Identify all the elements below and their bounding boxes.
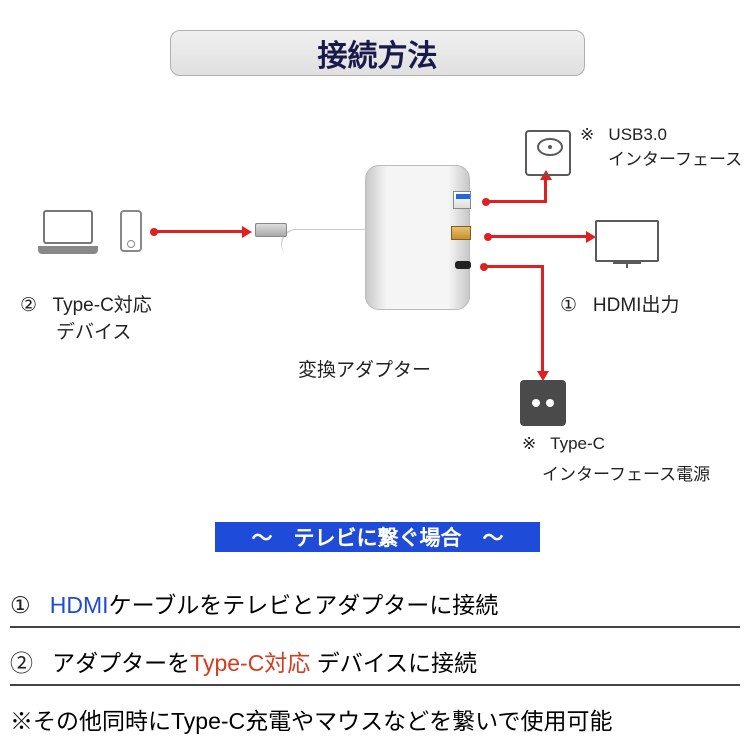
phone-icon: [120, 210, 142, 252]
power-label: ※ Type-C インターフェース電源: [522, 434, 710, 485]
adapter-plug: [255, 223, 287, 237]
label-line1: Type-C対応: [53, 295, 152, 316]
title-banner: 接続方法: [170, 30, 585, 76]
typec-port: [455, 261, 471, 269]
hdd-icon: [525, 130, 571, 176]
adapter-label: 変換アダプター: [298, 355, 431, 382]
adapter-cable: [282, 230, 372, 260]
power-icon: [520, 380, 566, 426]
label-mark: ※: [580, 125, 594, 144]
laptop-icon: [38, 210, 98, 258]
step-1: ① HDMIケーブルをテレビとアダプターに接続: [10, 580, 740, 628]
steps-list: ① HDMIケーブルをテレビとアダプターに接続 ② アダプターをType-C対応…: [10, 580, 740, 752]
step-text: アダプターを: [52, 650, 190, 676]
label-line1: Type-C: [550, 434, 605, 453]
monitor-icon: [595, 220, 659, 264]
arrow-line: [486, 200, 546, 203]
label-line1: USB3.0: [608, 125, 667, 144]
connection-diagram: ② Type-C対応 デバイス 変換アダプター ※ USB3.0 インターフェー…: [0, 120, 750, 500]
hdmi-keyword: HDMI: [50, 592, 109, 618]
arrow-line: [154, 230, 244, 233]
step-2: ② アダプターをType-C対応 デバイスに接続: [10, 638, 740, 686]
typec-device-label: ② Type-C対応 デバイス: [20, 290, 152, 344]
usb-port: [453, 191, 471, 209]
arrow-line: [488, 235, 588, 238]
step-note: ※その他同時にType-C充電やマウスなどを繋いで使用可能: [10, 696, 740, 742]
label-line1: HDMI出力: [593, 295, 680, 316]
step-num: ②: [10, 650, 33, 676]
label-line2: インターフェース電源: [542, 460, 710, 485]
hdmi-port: [451, 226, 471, 240]
arrowhead-icon: [242, 226, 252, 238]
label-line2: デバイス: [56, 322, 131, 343]
label-num: ①: [560, 295, 577, 316]
hdmi-label: ① HDMI出力: [560, 290, 679, 317]
step-num: ①: [10, 592, 31, 618]
label-mark: ※: [522, 434, 536, 453]
title-text: 接続方法: [318, 31, 438, 75]
adapter-body: [365, 165, 470, 310]
step-text: デバイスに接続: [310, 650, 477, 676]
usb-label: ※ USB3.0 インターフェース: [580, 125, 742, 170]
arrow-line: [541, 265, 544, 373]
typec-keyword: Type-C対応: [190, 650, 310, 676]
step-text: ケーブルをテレビとアダプターに接続: [109, 592, 499, 618]
tv-section-banner: 〜 テレビに繋ぐ場合 〜: [215, 522, 540, 552]
arrow-line: [544, 178, 547, 203]
label-line2: インターフェース: [608, 150, 742, 169]
arrow-line: [484, 265, 544, 268]
label-num: ②: [20, 295, 37, 316]
